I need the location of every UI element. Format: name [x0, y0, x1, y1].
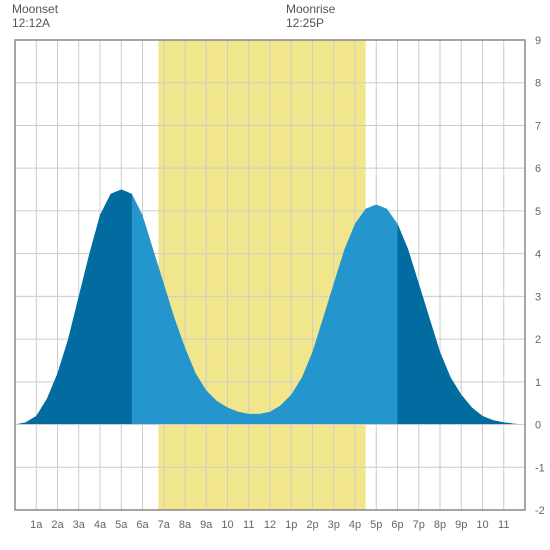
- x-tick-label: 6a: [136, 519, 149, 531]
- tide-chart: -2-101234567891a2a3a4a5a6a7a8a9a1011121p…: [0, 0, 550, 550]
- x-tick-label: 1a: [30, 519, 43, 531]
- moonrise-time: 12:25P: [286, 16, 335, 30]
- x-tick-label: 7p: [413, 519, 425, 531]
- x-tick-label: 12: [264, 519, 276, 531]
- x-tick-label: 6p: [391, 519, 403, 531]
- x-tick-label: 2p: [306, 519, 318, 531]
- x-tick-label: 10: [476, 519, 488, 531]
- x-tick-label: 10: [221, 519, 233, 531]
- y-tick-label: 0: [535, 420, 541, 432]
- y-tick-label: 1: [535, 377, 541, 389]
- y-tick-label: 2: [535, 334, 541, 346]
- moonset-time: 12:12A: [12, 16, 58, 30]
- x-tick-label: 5a: [115, 519, 128, 531]
- moonset-title: Moonset: [12, 2, 58, 16]
- x-tick-label: 8a: [179, 519, 192, 531]
- x-tick-label: 11: [498, 519, 509, 531]
- chart-svg: -2-101234567891a2a3a4a5a6a7a8a9a1011121p…: [0, 0, 550, 550]
- x-tick-label: 1p: [285, 519, 297, 531]
- x-tick-label: 4p: [349, 519, 361, 531]
- moonset-annotation: Moonset 12:12A: [12, 2, 58, 31]
- y-tick-label: 4: [535, 249, 541, 261]
- x-tick-label: 9a: [200, 519, 213, 531]
- x-tick-label: 3p: [328, 519, 340, 531]
- y-tick-label: 7: [535, 120, 541, 132]
- y-tick-label: 6: [535, 163, 541, 175]
- x-tick-label: 7a: [158, 519, 171, 531]
- moonrise-annotation: Moonrise 12:25P: [286, 2, 335, 31]
- moonrise-title: Moonrise: [286, 2, 335, 16]
- y-tick-label: 5: [535, 206, 541, 218]
- y-tick-label: 9: [535, 35, 541, 47]
- x-tick-label: 11: [243, 519, 254, 531]
- y-tick-label: -1: [535, 462, 545, 474]
- x-tick-label: 4a: [94, 519, 107, 531]
- y-tick-label: 3: [535, 291, 541, 303]
- x-tick-label: 3a: [73, 519, 86, 531]
- x-tick-label: 8p: [434, 519, 446, 531]
- daylight-band: [158, 40, 365, 510]
- x-tick-label: 2a: [51, 519, 64, 531]
- x-tick-label: 9p: [455, 519, 467, 531]
- x-tick-label: 5p: [370, 519, 382, 531]
- y-tick-label: -2: [535, 505, 545, 517]
- y-tick-label: 8: [535, 78, 541, 90]
